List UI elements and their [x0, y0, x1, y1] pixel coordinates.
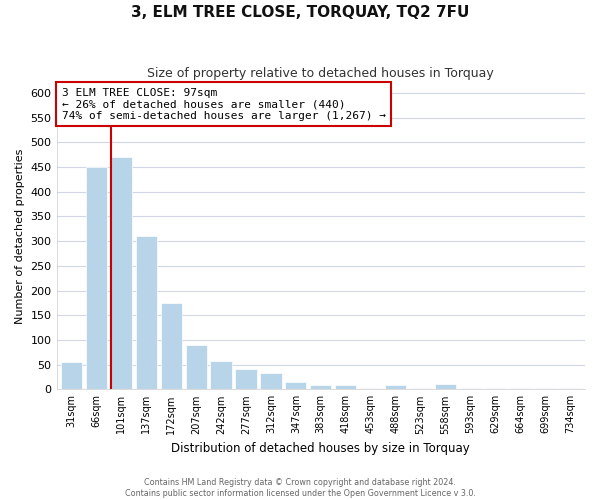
Y-axis label: Number of detached properties: Number of detached properties	[15, 148, 25, 324]
Bar	[360, 388, 381, 390]
Bar	[559, 388, 581, 390]
Bar	[211, 360, 232, 390]
Bar	[260, 374, 281, 390]
Bar	[535, 388, 556, 390]
Bar	[335, 386, 356, 390]
Bar	[485, 388, 506, 390]
X-axis label: Distribution of detached houses by size in Torquay: Distribution of detached houses by size …	[172, 442, 470, 455]
Bar	[111, 157, 132, 390]
Bar	[410, 388, 431, 390]
Bar	[185, 345, 207, 390]
Bar	[235, 368, 257, 390]
Bar	[61, 362, 82, 390]
Bar	[285, 382, 307, 390]
Text: 3, ELM TREE CLOSE, TORQUAY, TQ2 7FU: 3, ELM TREE CLOSE, TORQUAY, TQ2 7FU	[131, 5, 469, 20]
Bar	[385, 386, 406, 390]
Bar	[310, 386, 331, 390]
Text: Contains HM Land Registry data © Crown copyright and database right 2024.
Contai: Contains HM Land Registry data © Crown c…	[125, 478, 475, 498]
Text: 3 ELM TREE CLOSE: 97sqm
← 26% of detached houses are smaller (440)
74% of semi-d: 3 ELM TREE CLOSE: 97sqm ← 26% of detache…	[62, 88, 386, 121]
Title: Size of property relative to detached houses in Torquay: Size of property relative to detached ho…	[148, 68, 494, 80]
Bar	[509, 388, 531, 390]
Bar	[460, 388, 481, 390]
Bar	[161, 303, 182, 390]
Bar	[435, 384, 456, 390]
Bar	[136, 236, 157, 390]
Bar	[86, 167, 107, 390]
